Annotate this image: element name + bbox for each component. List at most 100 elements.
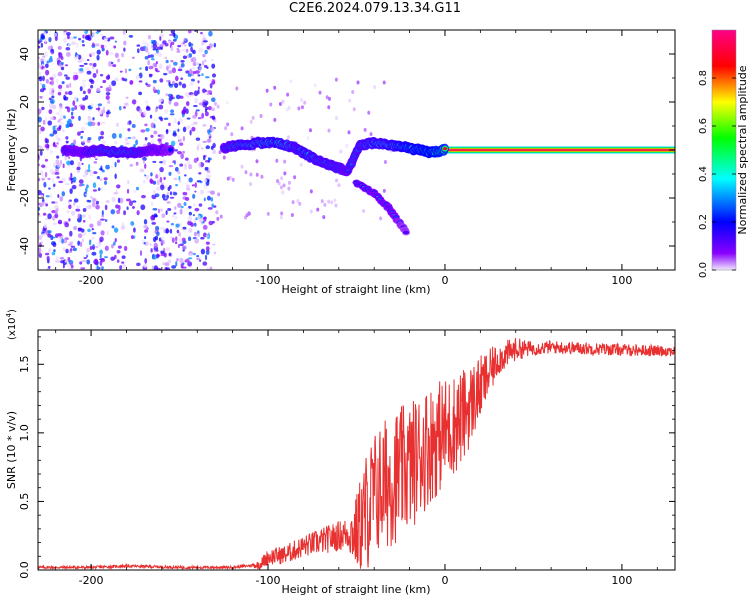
noise-cell xyxy=(180,96,184,99)
noise-cell xyxy=(144,123,147,126)
noise-cell xyxy=(204,50,207,54)
noise-cell xyxy=(165,93,168,96)
noise-cell xyxy=(209,158,212,161)
noise-cell xyxy=(197,80,199,83)
noise-cell xyxy=(45,253,49,256)
noise-cell xyxy=(201,73,204,76)
noise-cell xyxy=(200,189,204,194)
noise-cell xyxy=(53,183,55,186)
noise-cell xyxy=(178,121,180,125)
noise-cell xyxy=(162,159,166,165)
noise-cell xyxy=(174,83,178,88)
noise-cell xyxy=(39,96,42,99)
noise-cell xyxy=(61,238,63,244)
colorbar-tick-label: 0.6 xyxy=(698,118,709,134)
noise-cell xyxy=(80,228,84,232)
noise-cell xyxy=(65,47,70,51)
noise-cell xyxy=(48,109,52,114)
noise-cell xyxy=(182,83,186,88)
noise-cell xyxy=(99,236,103,241)
noise-cell xyxy=(283,171,286,175)
noise-cell xyxy=(161,240,165,245)
noise-cell xyxy=(194,208,199,212)
noise-cell xyxy=(129,164,133,167)
noise-cell xyxy=(136,263,140,266)
noise-cell xyxy=(98,187,101,191)
x-tick-label: 100 xyxy=(611,274,632,287)
noise-cell xyxy=(39,71,42,76)
y-tick-label: -40 xyxy=(18,237,31,255)
noise-cell xyxy=(53,222,57,225)
colorbar-tick-label: 0.0 xyxy=(698,262,709,278)
noise-cell xyxy=(100,34,102,37)
noise-cell xyxy=(100,254,102,258)
noise-cell xyxy=(84,122,88,125)
snr-scale-close: ) xyxy=(7,309,18,313)
noise-cell xyxy=(379,216,382,220)
noise-cell xyxy=(92,42,95,46)
x-tick-label: -100 xyxy=(256,574,281,587)
noise-cell xyxy=(74,105,77,110)
noise-cell xyxy=(58,85,62,90)
noise-cell xyxy=(192,50,196,55)
noise-cell xyxy=(82,214,86,217)
noise-cell xyxy=(275,159,278,163)
noise-cell xyxy=(183,227,187,230)
noise-cell xyxy=(125,137,128,141)
noise-cell xyxy=(119,106,122,111)
noise-cell xyxy=(206,145,210,149)
noise-cell xyxy=(370,132,373,136)
noise-cell xyxy=(91,252,96,256)
noise-cell xyxy=(153,237,156,242)
noise-cell xyxy=(73,202,75,206)
noise-cell xyxy=(180,77,183,80)
noise-cell xyxy=(69,83,71,88)
noise-cell xyxy=(280,215,283,219)
noise-cell xyxy=(54,33,57,37)
noise-cell xyxy=(92,202,96,208)
noise-cell xyxy=(145,128,149,132)
noise-cell xyxy=(124,103,128,106)
y-tick-label: 1.5 xyxy=(18,356,31,374)
noise-cell xyxy=(136,44,140,46)
noise-cell xyxy=(96,69,98,74)
noise-cell xyxy=(43,213,47,216)
noise-cell xyxy=(182,151,185,154)
noise-cell xyxy=(172,237,175,243)
noise-cell xyxy=(177,129,179,132)
noise-cell xyxy=(230,132,233,136)
noise-cell xyxy=(126,97,129,99)
noise-cell xyxy=(68,201,70,204)
noise-cell xyxy=(53,163,55,167)
noise-cell xyxy=(82,80,87,82)
trace-core xyxy=(169,148,173,151)
noise-cell xyxy=(303,101,306,105)
noise-cell xyxy=(92,232,96,234)
noise-cell xyxy=(43,120,46,125)
noise-cell xyxy=(71,265,74,268)
noise-cell xyxy=(71,41,74,44)
noise-cell xyxy=(116,184,120,188)
noise-cell xyxy=(90,85,93,89)
noise-cell xyxy=(58,46,62,50)
noise-cell xyxy=(211,97,216,102)
noise-cell xyxy=(99,250,103,255)
noise-cell xyxy=(226,100,229,104)
noise-cell xyxy=(78,233,83,238)
x-tick-label: -100 xyxy=(256,274,281,287)
noise-cell xyxy=(214,102,217,106)
colorbar-tick-label: 0.4 xyxy=(698,166,709,182)
noise-cell xyxy=(155,193,160,197)
noise-cell xyxy=(286,108,289,112)
noise-cell xyxy=(163,177,165,180)
noise-cell xyxy=(74,97,77,102)
noise-cell xyxy=(129,35,133,38)
noise-cell xyxy=(383,189,386,193)
noise-cell xyxy=(184,174,187,176)
noise-cell xyxy=(112,64,116,67)
noise-cell xyxy=(335,78,338,82)
noise-cell xyxy=(111,197,115,203)
noise-cell xyxy=(169,86,173,88)
noise-cell xyxy=(152,63,155,67)
noise-cell xyxy=(185,92,189,96)
